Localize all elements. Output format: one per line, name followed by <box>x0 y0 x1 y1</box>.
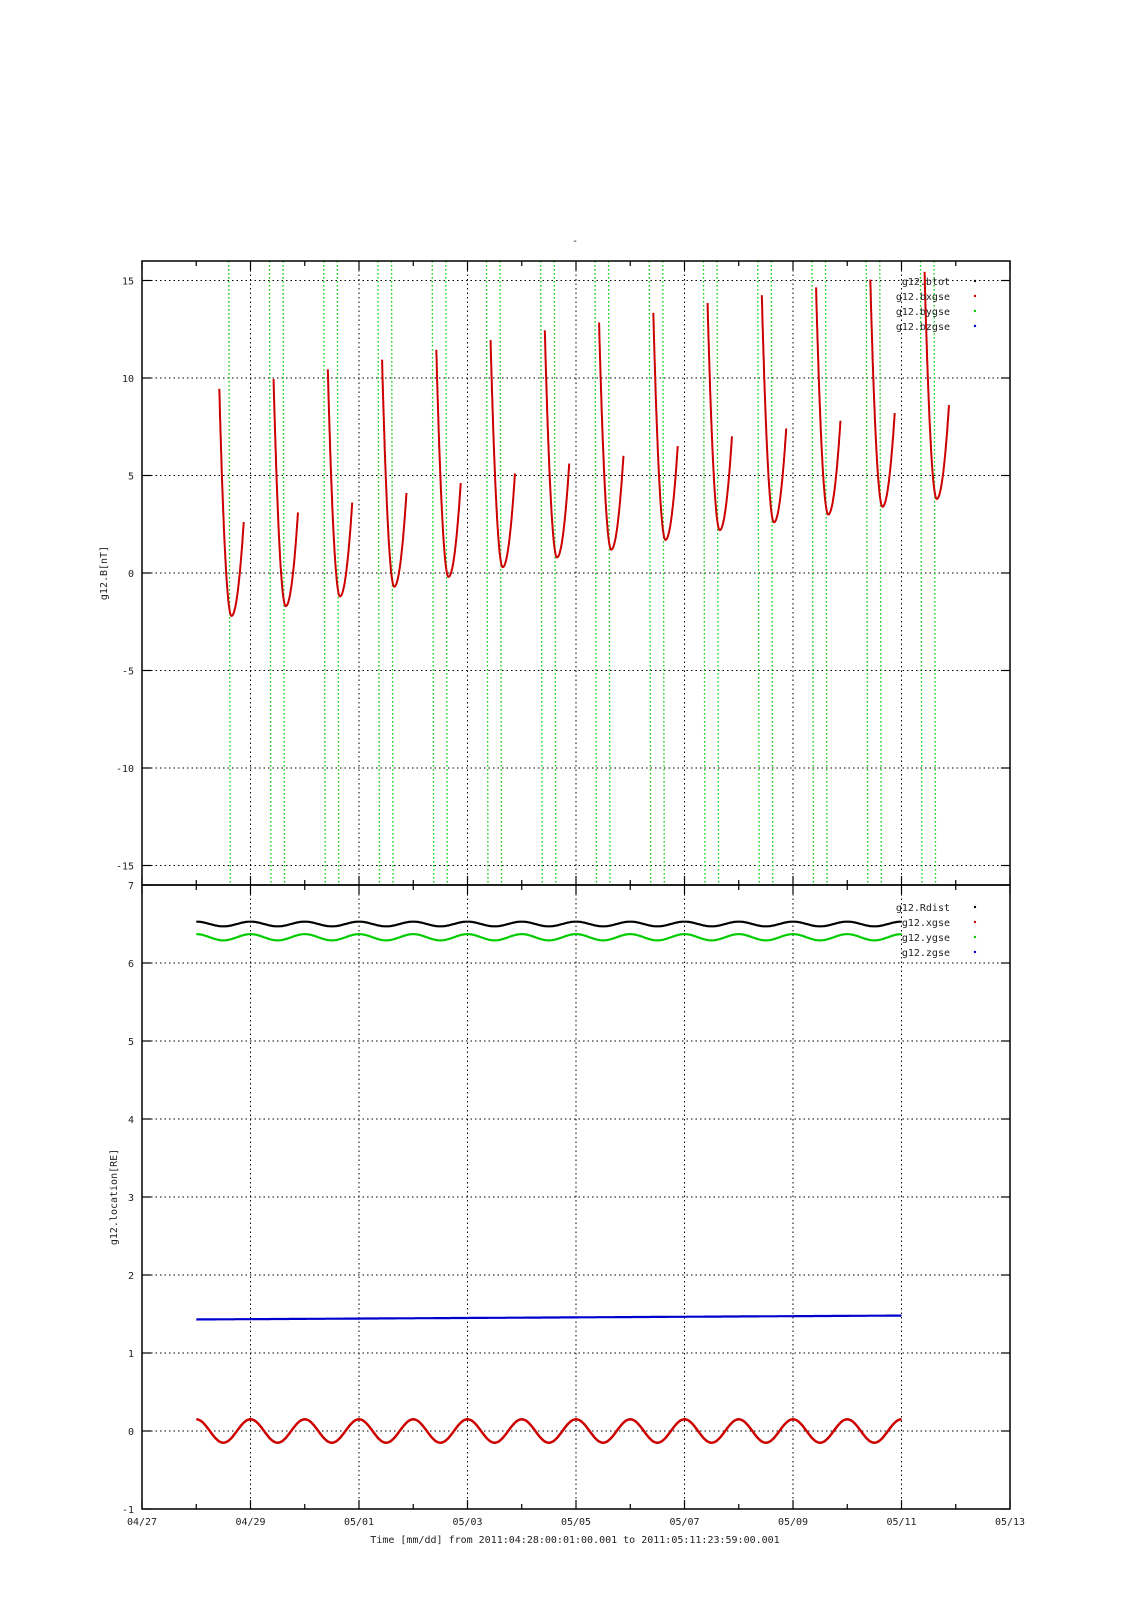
series-bygse-crossing <box>485 260 489 886</box>
legend-label: g12.xgse <box>902 918 950 929</box>
series-bxgse-dip <box>706 302 733 532</box>
y-tick-label: 0 <box>128 569 134 580</box>
y-tick-label: -15 <box>116 862 134 873</box>
series-bygse-crossing <box>919 260 923 886</box>
bottom-y-axis-label: g12.location[RE] <box>109 1149 120 1245</box>
series-bygse-crossing <box>323 260 326 886</box>
y-tick-label: -5 <box>122 667 134 678</box>
series-bygse-crossing <box>662 260 665 886</box>
series-bxgse-dip <box>381 359 408 588</box>
y-tick-label: 5 <box>128 1037 134 1048</box>
x-tick-label: 05/03 <box>452 1517 482 1528</box>
series-bxgse-dip <box>435 349 462 578</box>
series-bygse-crossing <box>757 260 760 886</box>
series-bygse-crossing <box>879 260 882 886</box>
figure-title: - <box>572 236 578 247</box>
legend-marker <box>973 279 977 283</box>
y-tick-label: -1 <box>122 1505 134 1516</box>
series-bygse-crossing <box>824 260 828 886</box>
series-bxgse-dip <box>543 330 571 559</box>
series-bxgse-dip <box>760 295 788 524</box>
legend-marker <box>973 950 977 954</box>
legend-label: g12.btot <box>902 277 950 288</box>
series-bygse-crossing <box>336 260 340 886</box>
legend-label: g12.zgse <box>902 948 950 959</box>
series-bygse-crossing <box>594 260 598 886</box>
legend-label: g12.Rdist <box>896 903 950 914</box>
y-tick-label: 2 <box>128 1271 134 1282</box>
top-legend: g12.btot g12.bxgse g12.bygse g12.bzgse <box>896 277 977 333</box>
x-tick-label: 05/13 <box>995 1517 1025 1528</box>
x-tick-label: 05/07 <box>669 1517 699 1528</box>
x-tick-label: 05/09 <box>778 1517 808 1528</box>
series-bygse-crossing <box>770 260 774 886</box>
legend-marker <box>973 935 977 939</box>
series-bxgse-dip <box>815 287 842 516</box>
legend-label: g12.bzgse <box>896 322 950 333</box>
x-tick-label: 04/27 <box>127 1517 157 1528</box>
x-tick-label: 04/29 <box>235 1517 265 1528</box>
y-tick-label: 1 <box>128 1349 134 1360</box>
y-tick-label: 0 <box>128 1427 134 1438</box>
x-tick-label: 05/01 <box>344 1517 374 1528</box>
series-bxgse-dip <box>218 388 245 617</box>
y-tick-label: 7 <box>128 881 134 892</box>
series-line-g12-xgse <box>196 1418 902 1444</box>
series-bygse-crossing <box>553 260 557 886</box>
y-tick-label: 10 <box>122 374 134 385</box>
legend-marker <box>973 294 977 298</box>
y-tick-label: -10 <box>116 764 134 775</box>
y-tick-label: 5 <box>128 472 134 483</box>
y-tick-label: 6 <box>128 959 134 970</box>
panel-magnetic-field: -15 -10 -5 0 5 10 15 g12.B[nT] g12.btot g12.bxg… <box>99 260 1011 886</box>
series-bxgse-dip <box>272 379 299 608</box>
series-bygse-crossing <box>282 260 286 886</box>
series-bygse-crossing <box>377 260 381 886</box>
series-bxgse-dip <box>923 271 950 500</box>
legend-marker <box>973 309 977 313</box>
legend-marker <box>973 324 977 328</box>
legend-label: g12.ygse <box>902 933 950 944</box>
series-bygse-crossing <box>716 260 720 886</box>
series-bygse-crossing <box>811 260 815 886</box>
series-bygse-crossing <box>499 260 503 886</box>
series-bygse-crossing <box>702 260 706 886</box>
series-bygse-crossing <box>431 260 435 886</box>
x-axis-label: Time [mm/dd] from 2011:04:28:00:01:00.00… <box>370 1535 779 1546</box>
series-bxgse-dip <box>489 340 516 569</box>
series-bygse-crossing <box>228 260 231 886</box>
series-bygse-crossing <box>607 260 611 886</box>
series-bygse-crossing <box>540 260 543 886</box>
series-line-g12-Rdist <box>196 920 902 928</box>
series-bxgse-dip <box>326 369 354 598</box>
legend-marker <box>973 905 977 909</box>
legend-marker <box>973 920 977 924</box>
bottom-legend: g12.Rdist g12.xgse g12.ygse g12.zgse <box>896 903 977 959</box>
series-bygse-crossing <box>390 260 394 886</box>
series-line-g12-ygse <box>196 932 902 942</box>
series-line-g12-zgse <box>196 1314 902 1321</box>
series-bygse-crossing <box>933 260 937 886</box>
y-tick-label: 4 <box>128 1115 134 1126</box>
series-bygse-crossing <box>268 260 272 886</box>
y-tick-label: 3 <box>128 1193 134 1204</box>
x-tick-label: 05/05 <box>561 1517 591 1528</box>
series-bxgse-dip <box>869 279 896 508</box>
x-tick-label: 05/11 <box>886 1517 916 1528</box>
top-y-axis-label: g12.B[nT] <box>99 546 110 600</box>
series-bxgse-dip <box>598 322 625 551</box>
y-tick-label: 15 <box>122 277 134 288</box>
series-bygse-crossing <box>865 260 869 886</box>
series-bxgse-dip <box>652 312 679 541</box>
legend-label: g12.bygse <box>896 307 950 318</box>
legend-label: g12.bxgse <box>896 292 950 303</box>
series-bygse-crossing <box>648 260 652 886</box>
